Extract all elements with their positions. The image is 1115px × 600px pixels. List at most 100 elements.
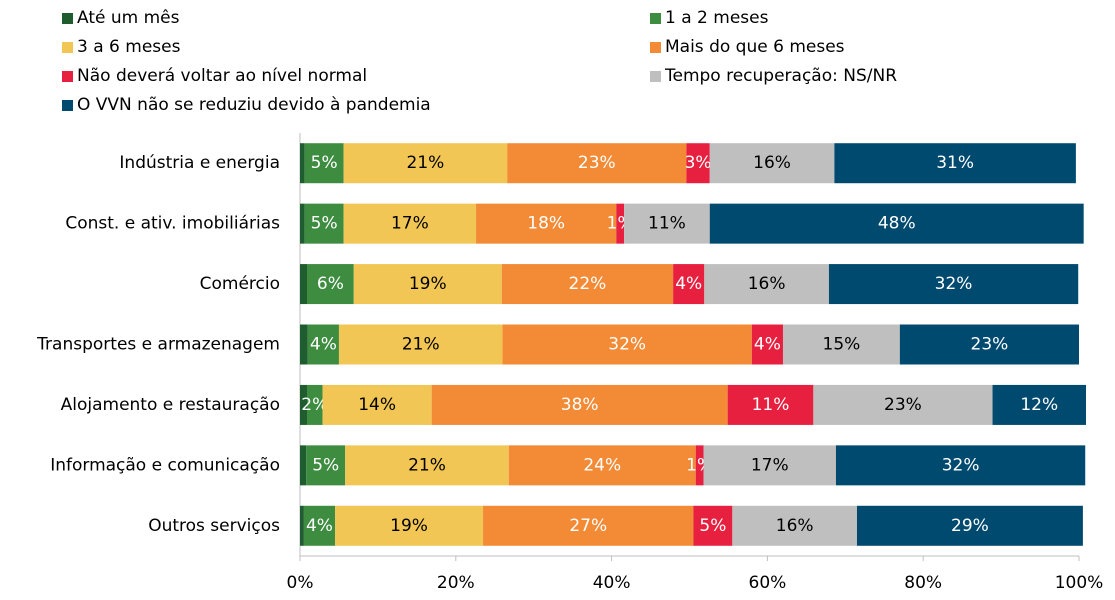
bar-segment xyxy=(624,203,710,244)
bar-segment xyxy=(693,505,733,546)
data-label: 4% xyxy=(306,516,333,536)
data-label: 6% xyxy=(317,274,344,294)
category-label: Indústria e energia xyxy=(119,153,280,173)
bar-segment xyxy=(751,324,783,365)
data-label: 16% xyxy=(776,516,814,536)
legend-swatch xyxy=(62,13,73,24)
bar-segment xyxy=(732,505,857,546)
category-label: Transportes e armazenagem xyxy=(36,335,280,355)
bar-segment xyxy=(616,203,625,244)
legend-swatch xyxy=(62,71,73,82)
bar-segment xyxy=(992,384,1087,425)
bar-segment xyxy=(300,445,307,486)
data-label: 16% xyxy=(753,153,791,173)
bar-segment xyxy=(813,384,993,425)
bar-segment xyxy=(476,203,617,244)
category-label: Const. e ativ. imobiliárias xyxy=(65,214,280,234)
bar-segment xyxy=(483,505,694,546)
legend-swatch xyxy=(62,42,73,53)
bar-segment xyxy=(431,384,728,425)
category-label: Outros serviços xyxy=(148,516,280,536)
data-label: 4% xyxy=(310,335,337,355)
data-label: 4% xyxy=(675,274,702,294)
data-label: 48% xyxy=(878,214,916,234)
bar-segment xyxy=(834,143,1076,184)
category-label: Alojamento e restauração xyxy=(61,395,280,415)
data-label: 31% xyxy=(936,153,974,173)
bar-segment xyxy=(502,324,752,365)
data-label: 19% xyxy=(390,516,428,536)
legend-label: Não deverá voltar ao nível normal xyxy=(77,66,367,86)
bar-segment xyxy=(835,445,1086,486)
bar-segment xyxy=(709,143,835,184)
bar-segment xyxy=(343,203,477,244)
x-tick-label: 0% xyxy=(287,573,314,593)
bar-segment xyxy=(508,445,696,486)
bar-segment xyxy=(300,264,308,305)
data-label: 5% xyxy=(312,455,339,475)
data-label: 11% xyxy=(752,395,790,415)
legend-label: 3 a 6 meses xyxy=(77,37,181,57)
data-label: 16% xyxy=(748,274,786,294)
bar-segment xyxy=(300,324,308,365)
legend-label: 1 a 2 meses xyxy=(665,8,769,28)
legend-label: Até um mês xyxy=(77,8,180,28)
bar-segment xyxy=(782,324,900,365)
bar-segment xyxy=(303,505,336,546)
x-tick-label: 60% xyxy=(749,573,787,593)
data-label: 5% xyxy=(699,516,726,536)
bar-segment xyxy=(704,264,829,305)
bar-segment xyxy=(695,445,704,486)
legend-swatch xyxy=(650,71,661,82)
bar-segment xyxy=(300,203,305,244)
category-label: Comércio xyxy=(200,274,280,294)
legend-label: Mais do que 6 meses xyxy=(665,37,845,57)
bar-segment xyxy=(501,264,674,305)
bar-segment xyxy=(727,384,814,425)
x-tick-label: 40% xyxy=(593,573,631,593)
data-label: 18% xyxy=(527,214,565,234)
data-label: 14% xyxy=(358,395,396,415)
data-label: 21% xyxy=(408,455,446,475)
x-tick-label: 20% xyxy=(437,573,475,593)
data-label: 17% xyxy=(391,214,429,234)
data-label: 23% xyxy=(971,335,1009,355)
data-label: 24% xyxy=(583,455,621,475)
data-label: 3% xyxy=(685,153,712,173)
legend-label: Tempo recuperação: NS/NR xyxy=(664,66,897,86)
x-tick-label: 80% xyxy=(904,573,942,593)
bar-segment xyxy=(307,324,339,365)
bar-segment xyxy=(353,264,502,305)
data-label: 11% xyxy=(648,214,686,234)
bar-segment xyxy=(306,445,346,486)
bar-segment xyxy=(828,264,1079,305)
bar-segment xyxy=(304,203,344,244)
data-label: 15% xyxy=(823,335,861,355)
data-label: 32% xyxy=(935,274,973,294)
bar-segment xyxy=(703,445,836,486)
legend-swatch xyxy=(650,42,661,53)
data-label: 32% xyxy=(608,335,646,355)
bar-segment xyxy=(335,505,484,546)
data-label: 38% xyxy=(561,395,599,415)
bar-segment xyxy=(307,384,323,425)
category-label: Informação e comunicação xyxy=(50,455,280,475)
bar-segment xyxy=(338,324,503,365)
data-label: 5% xyxy=(311,153,338,173)
legend-swatch xyxy=(62,100,73,111)
data-label: 22% xyxy=(569,274,607,294)
data-label: 4% xyxy=(754,335,781,355)
bar-segment xyxy=(307,264,354,305)
bar-segment xyxy=(300,384,308,425)
bar-segment xyxy=(686,143,710,184)
bar-segment xyxy=(507,143,687,184)
data-label: 21% xyxy=(402,335,440,355)
bar-segment xyxy=(709,203,1084,244)
bar-segment xyxy=(343,143,508,184)
bar-segment xyxy=(673,264,705,305)
data-label: 21% xyxy=(407,153,445,173)
bar-segment xyxy=(856,505,1083,546)
bar-segment xyxy=(899,324,1079,365)
bar-segment xyxy=(304,143,344,184)
